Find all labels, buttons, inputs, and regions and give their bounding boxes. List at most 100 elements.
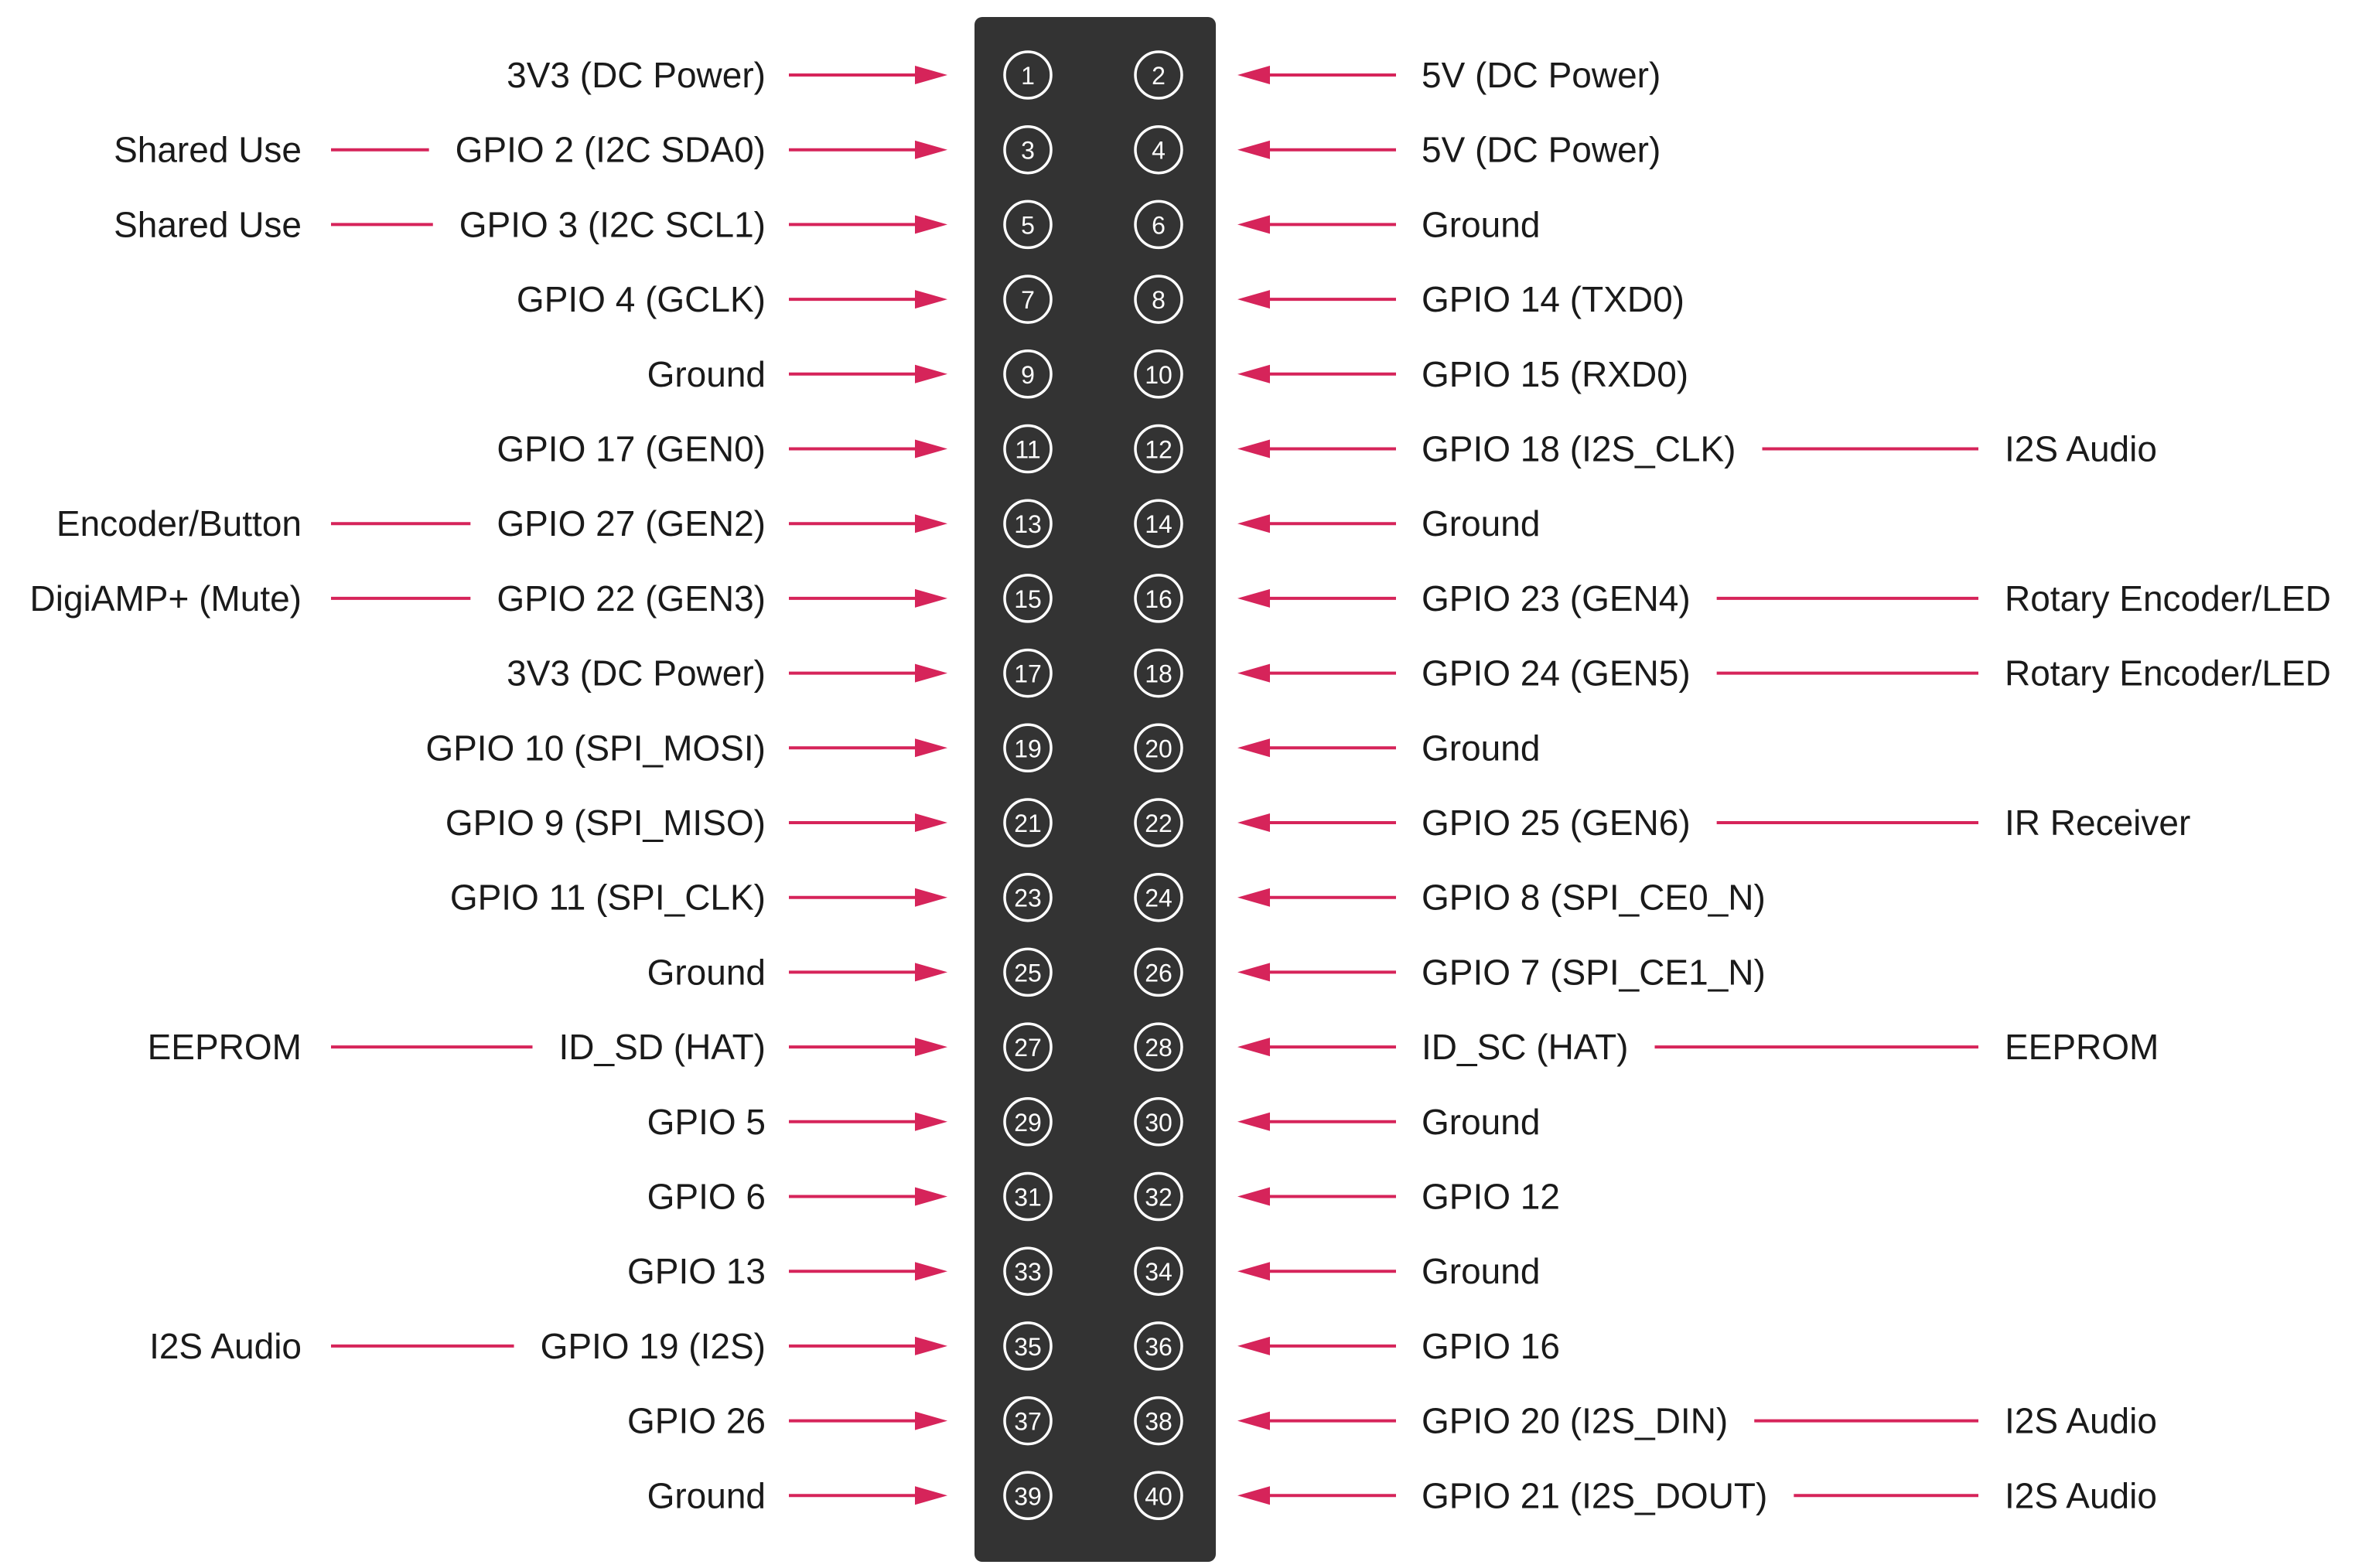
left-arrow-head xyxy=(915,1262,947,1281)
left-arrow-head xyxy=(915,290,947,309)
left-pin-label: GPIO 9 (SPI_MISO) xyxy=(445,803,766,843)
pin-number-right: 38 xyxy=(1145,1408,1172,1436)
pin-number-left: 27 xyxy=(1014,1034,1042,1062)
right-arrow-head xyxy=(1237,1336,1270,1355)
right-pin-label: Ground xyxy=(1422,728,1540,768)
left-pin-label: GPIO 27 (GEN2) xyxy=(497,503,766,544)
pin-circle-left xyxy=(1003,798,1053,847)
right-usage-label: Rotary Encoder/LED xyxy=(2005,653,2331,694)
pin-circle-left xyxy=(1003,1246,1053,1296)
pin-circle-left xyxy=(1003,50,1053,100)
pin-circle-left xyxy=(1003,648,1053,698)
left-arrow-head xyxy=(915,663,947,683)
right-arrow-head xyxy=(1237,1112,1270,1131)
pin-number-left: 33 xyxy=(1014,1258,1042,1286)
pin-row: GPIO 2 (I2C SDA0) Shared Use 3 4 5V (DC Powe… xyxy=(114,124,1661,175)
pin-number-left: 37 xyxy=(1014,1408,1042,1436)
left-arrow-head xyxy=(915,439,947,458)
right-arrow-head xyxy=(1237,66,1270,84)
pin-rows: 3V3 (DC Power) 1 2 5V (DC Power)GPIO 2 (I2C… xyxy=(30,50,2331,1521)
pin-row: Ground 9 10 GPIO 15 (RXD0) xyxy=(647,349,1688,399)
right-arrow-head xyxy=(1237,364,1270,383)
pin-circle-right xyxy=(1134,648,1183,698)
pin-row: GPIO 10 (SPI_MOSI) 19 20 Ground xyxy=(425,723,1540,773)
right-arrow-head xyxy=(1237,514,1270,533)
pin-number-right: 4 xyxy=(1152,137,1166,165)
pin-circle-right xyxy=(1134,1396,1183,1446)
left-pin-label: GPIO 13 xyxy=(627,1251,766,1291)
right-pin-label: GPIO 12 xyxy=(1422,1177,1560,1217)
right-arrow-head xyxy=(1237,888,1270,907)
pin-row: Ground 39 40 GPIO 21 (I2S_DOUT) I2S Audio xyxy=(647,1471,2157,1521)
pin-circle-left xyxy=(1003,1396,1053,1446)
right-pin-label: GPIO 25 (GEN6) xyxy=(1422,803,1691,843)
right-usage-label: I2S Audio xyxy=(2005,1401,2157,1441)
pin-circle-left xyxy=(1003,274,1053,324)
pin-number-right: 36 xyxy=(1145,1333,1172,1361)
left-pin-label: GPIO 6 xyxy=(647,1177,766,1217)
pin-circle-left xyxy=(1003,1321,1053,1371)
left-pin-label: GPIO 22 (GEN3) xyxy=(497,578,766,619)
pin-number-left: 31 xyxy=(1014,1184,1042,1212)
right-pin-label: GPIO 23 (GEN4) xyxy=(1422,578,1691,619)
pin-number-left: 13 xyxy=(1014,510,1042,538)
right-usage-label: IR Receiver xyxy=(2005,803,2190,843)
right-arrow-head xyxy=(1237,215,1270,234)
left-usage-label: EEPROM xyxy=(148,1027,302,1067)
pin-number-right: 40 xyxy=(1145,1482,1172,1510)
right-arrow-head xyxy=(1237,290,1270,309)
pin-circle-left xyxy=(1003,872,1053,922)
left-pin-label: Ground xyxy=(647,952,766,992)
pin-number-right: 28 xyxy=(1145,1034,1172,1062)
right-pin-label: GPIO 20 (I2S_DIN) xyxy=(1422,1401,1728,1441)
pin-circle-left xyxy=(1003,1097,1053,1147)
right-usage-label: I2S Audio xyxy=(2005,1475,2157,1515)
right-arrow-head xyxy=(1237,1486,1270,1505)
pin-number-left: 17 xyxy=(1014,660,1042,688)
left-usage-label: Shared Use xyxy=(114,204,302,244)
left-usage-label: Shared Use xyxy=(114,130,302,170)
pin-circle-right xyxy=(1134,1097,1183,1147)
pin-row: GPIO 9 (SPI_MISO) 21 22 GPIO 25 (GEN6) IR Re… xyxy=(445,798,2190,847)
right-pin-label: Ground xyxy=(1422,204,1540,244)
pin-number-left: 11 xyxy=(1015,436,1040,464)
pin-circle-right xyxy=(1134,1246,1183,1296)
pin-number-right: 2 xyxy=(1152,62,1166,90)
right-usage-label: I2S Audio xyxy=(2005,429,2157,469)
left-usage-label: DigiAMP+ (Mute) xyxy=(30,578,302,619)
left-arrow-head xyxy=(915,1038,947,1057)
pin-circle-right xyxy=(1134,574,1183,623)
pin-row: GPIO 26 37 38 GPIO 20 (I2S_DIN) I2S Audio xyxy=(627,1396,2157,1446)
left-arrow-head xyxy=(915,1187,947,1206)
pin-number-right: 14 xyxy=(1145,510,1172,538)
right-pin-label: GPIO 16 xyxy=(1422,1326,1560,1366)
left-arrow-head xyxy=(915,1112,947,1131)
right-pin-label: GPIO 7 (SPI_CE1_N) xyxy=(1422,952,1766,992)
pin-number-left: 1 xyxy=(1021,62,1035,90)
pin-number-left: 25 xyxy=(1014,959,1042,987)
right-pin-label: Ground xyxy=(1422,1102,1540,1142)
pin-circle-right xyxy=(1134,199,1183,250)
pin-circle-left xyxy=(1003,947,1053,997)
left-pin-label: ID_SD (HAT) xyxy=(559,1027,766,1067)
pin-circle-left xyxy=(1003,499,1053,548)
pin-number-left: 19 xyxy=(1014,735,1042,762)
left-pin-label: 3V3 (DC Power) xyxy=(507,653,766,694)
pin-circle-left xyxy=(1003,424,1053,474)
pin-number-right: 34 xyxy=(1145,1258,1172,1286)
left-arrow-head xyxy=(915,140,947,159)
pin-number-right: 12 xyxy=(1145,436,1172,464)
pin-number-right: 22 xyxy=(1145,810,1172,837)
pin-number-left: 15 xyxy=(1014,585,1042,613)
left-arrow-head xyxy=(915,1486,947,1505)
pin-number-right: 20 xyxy=(1145,735,1172,762)
left-pin-label: GPIO 2 (I2C SDA0) xyxy=(456,130,766,170)
left-usage-label: I2S Audio xyxy=(149,1326,302,1366)
pin-number-right: 8 xyxy=(1152,286,1166,314)
left-pin-label: 3V3 (DC Power) xyxy=(507,55,766,95)
right-usage-label: Rotary Encoder/LED xyxy=(2005,578,2331,619)
pin-number-left: 5 xyxy=(1021,211,1035,239)
right-pin-label: GPIO 21 (I2S_DOUT) xyxy=(1422,1475,1767,1515)
left-arrow-head xyxy=(915,215,947,234)
pin-number-right: 10 xyxy=(1145,361,1172,389)
